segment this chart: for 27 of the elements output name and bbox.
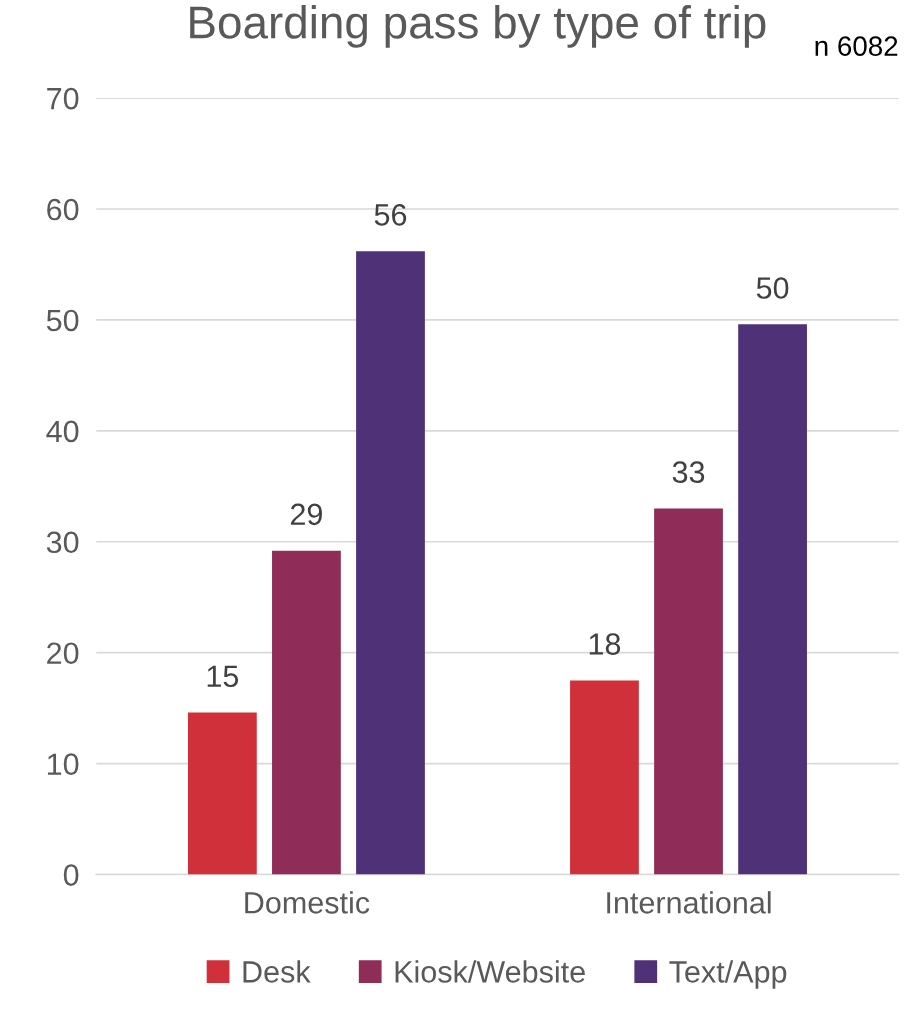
data-label: 29 xyxy=(290,503,322,526)
data-label: 50 xyxy=(756,277,789,299)
y-tick-label: 50 xyxy=(46,309,79,332)
data-label: 33 xyxy=(672,461,705,483)
legend-label: Text/App xyxy=(669,960,787,989)
chart-title: Boarding pass by type of trip xyxy=(190,5,766,48)
y-tick-label: 10 xyxy=(47,753,79,775)
bar xyxy=(356,251,425,875)
bar xyxy=(570,680,639,875)
y-tick-label: 0 xyxy=(63,864,79,886)
y-tick-label: 30 xyxy=(46,531,79,554)
bar xyxy=(738,324,807,875)
bar xyxy=(187,712,257,875)
data-label: 56 xyxy=(374,204,407,226)
y-tick-label: 60 xyxy=(47,198,79,221)
y-tick-label: 20 xyxy=(47,642,79,665)
x-tick-label: Domestic xyxy=(245,891,370,914)
y-tick-label: 70 xyxy=(47,87,79,110)
data-label: 15 xyxy=(207,665,239,688)
bar xyxy=(272,550,341,875)
bar xyxy=(654,508,723,875)
data-label: 18 xyxy=(589,633,621,655)
y-tick-label: 40 xyxy=(46,420,79,443)
legend-label: Desk xyxy=(243,960,311,983)
legend-label: Kiosk/Website xyxy=(395,960,585,983)
x-tick-label: International xyxy=(607,891,771,914)
text: n 6082 xyxy=(815,36,898,56)
